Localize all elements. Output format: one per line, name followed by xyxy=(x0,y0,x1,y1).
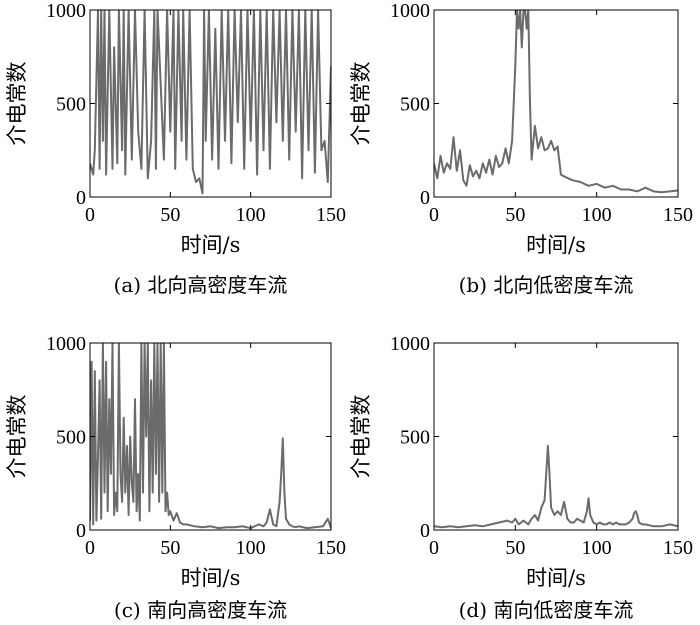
panel-caption: (a) 北向高密度车流 xyxy=(114,273,288,297)
y-tick-label: 0 xyxy=(420,520,430,542)
y-axis-label: 介电常数 xyxy=(5,395,29,479)
series-line xyxy=(90,343,331,530)
y-tick-label: 1000 xyxy=(46,0,86,22)
chart-panel-1: 0 50 100 150 0 500 1000 时间/s 介电常数 (a) 北向高密度车流 xyxy=(5,0,346,297)
x-tick-label: 0 xyxy=(85,537,95,559)
y-axis-label: 介电常数 xyxy=(349,395,373,479)
x-tick-label: 100 xyxy=(582,204,612,226)
y-axis-label: 介电常数 xyxy=(5,62,29,146)
y-tick-label: 1000 xyxy=(390,333,430,355)
plot-frame xyxy=(89,342,332,531)
panel-caption: (c) 南向高密度车流 xyxy=(114,598,287,622)
x-tick-label: 150 xyxy=(663,537,693,559)
y-tick-label: 500 xyxy=(56,427,86,449)
series-line xyxy=(434,444,678,529)
y-tick-label: 0 xyxy=(76,520,86,542)
x-tick-label: 50 xyxy=(505,204,525,226)
x-axis-label: 时间/s xyxy=(181,566,241,590)
y-tick-label: 1000 xyxy=(390,0,430,22)
x-tick-label: 50 xyxy=(160,537,180,559)
x-tick-label: 0 xyxy=(85,204,95,226)
y-tick-label: 0 xyxy=(76,187,86,209)
series-line xyxy=(90,10,331,195)
x-tick-label: 0 xyxy=(429,537,439,559)
x-axis-label: 时间/s xyxy=(526,566,586,590)
x-tick-label: 50 xyxy=(505,537,525,559)
x-tick-label: 150 xyxy=(316,537,346,559)
chart-panel-3: 0 50 100 150 0 500 1000 时间/s 介电常数 (c) 南向高密度车流 xyxy=(5,333,346,622)
plot-frame xyxy=(433,342,679,531)
y-tick-label: 1000 xyxy=(46,333,86,355)
x-tick-label: 100 xyxy=(236,537,266,559)
x-axis-label: 时间/s xyxy=(181,233,241,257)
series-line xyxy=(434,10,678,194)
y-axis-label: 介电常数 xyxy=(349,62,373,146)
y-tick-label: 500 xyxy=(56,94,86,116)
x-tick-label: 150 xyxy=(316,204,346,226)
y-tick-label: 500 xyxy=(400,94,430,116)
panel-caption: (b) 北向低密度车流 xyxy=(459,273,634,297)
x-tick-label: 150 xyxy=(663,204,693,226)
panel-caption: (d) 南向低密度车流 xyxy=(459,598,634,622)
x-axis-label: 时间/s xyxy=(526,233,586,257)
chart-panel-4: 0 50 100 150 0 500 1000 时间/s 介电常数 (d) 南向低密度车流 xyxy=(349,333,693,622)
x-tick-label: 100 xyxy=(236,204,266,226)
y-tick-label: 0 xyxy=(420,187,430,209)
x-tick-label: 50 xyxy=(160,204,180,226)
y-tick-label: 500 xyxy=(400,427,430,449)
x-tick-label: 100 xyxy=(582,537,612,559)
x-tick-label: 0 xyxy=(429,204,439,226)
chart-panel-2: 0 50 100 150 0 500 1000 时间/s 介电常数 (b) 北向低密度车流 xyxy=(349,0,693,297)
